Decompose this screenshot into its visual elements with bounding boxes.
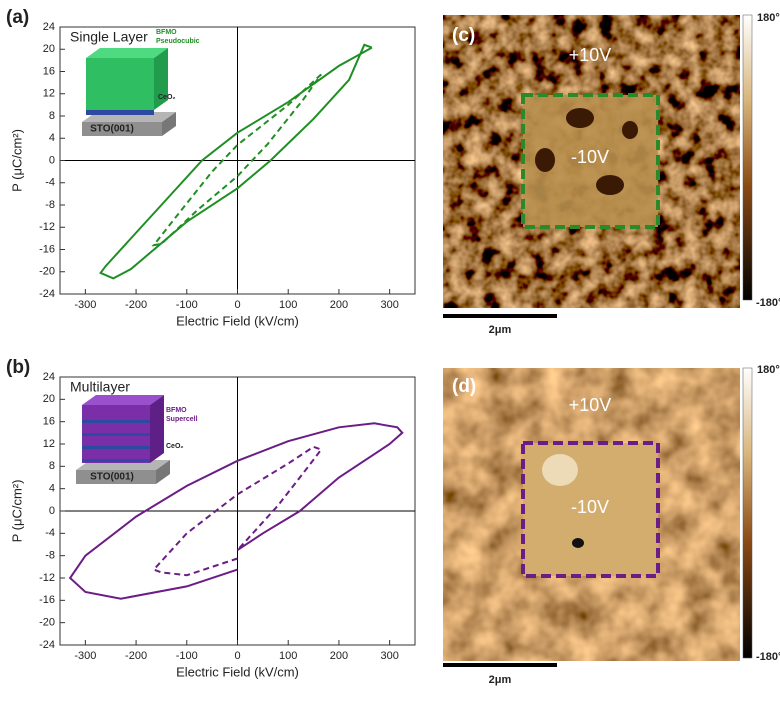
y-tick-label: 8	[49, 460, 55, 472]
x-tick-label: 300	[380, 299, 398, 311]
inset-label: CeO₂	[166, 443, 184, 450]
y-tick-label: -20	[39, 617, 55, 629]
y-tick-label: 4	[49, 483, 55, 495]
inset-label: Pseudocubic	[156, 38, 200, 45]
y-tick-label: -16	[39, 594, 55, 606]
panel-label: (b)	[6, 357, 30, 378]
x-tick-label: 0	[234, 299, 240, 311]
y-tick-label: -12	[39, 572, 55, 584]
y-tick-label: -16	[39, 243, 55, 255]
x-axis-label: Electric Field (kV/cm)	[176, 664, 299, 679]
colorbar-max: 180°	[757, 364, 780, 376]
inset-structure	[82, 48, 176, 136]
y-tick-label: 20	[43, 43, 55, 55]
y-tick-label: 16	[43, 65, 55, 77]
colorbar-min: -180°	[756, 651, 780, 663]
chart-title: Multilayer	[70, 379, 130, 395]
x-tick-label: -300	[74, 299, 96, 311]
phase-image	[443, 367, 753, 667]
y-axis-label: P (μC/cm²)	[9, 129, 24, 192]
scale-bar-label: 2μm	[489, 674, 512, 686]
y-tick-label: 0	[49, 154, 55, 166]
inset-label: CeO₂	[158, 94, 176, 101]
y-tick-label: 20	[43, 393, 55, 405]
image-label: +10V	[569, 45, 612, 65]
y-tick-label: 24	[43, 21, 55, 33]
image-label: -10V	[571, 147, 609, 167]
x-tick-label: 200	[330, 650, 348, 662]
x-tick-label: 0	[234, 650, 240, 662]
colorbar-max: 180°	[757, 12, 780, 24]
y-tick-label: 12	[43, 438, 55, 450]
x-tick-label: 300	[380, 650, 398, 662]
y-tick-label: 0	[49, 505, 55, 517]
x-tick-label: -100	[176, 299, 198, 311]
chart-title: Single Layer	[70, 29, 148, 45]
panel-label: (c)	[452, 25, 475, 46]
panel-label: (d)	[452, 376, 476, 397]
x-tick-label: -200	[125, 299, 147, 311]
y-tick-label: 8	[49, 110, 55, 122]
x-tick-label: -200	[125, 650, 147, 662]
x-tick-label: -300	[74, 650, 96, 662]
y-tick-label: 12	[43, 88, 55, 100]
colorbar-min: -180°	[756, 297, 780, 309]
loop-line	[151, 73, 323, 247]
x-tick-label: 100	[279, 650, 297, 662]
y-tick-label: -8	[45, 199, 55, 211]
y-tick-label: 4	[49, 132, 55, 144]
x-tick-label: 200	[330, 299, 348, 311]
image-label: +10V	[569, 395, 612, 415]
y-tick-label: 16	[43, 416, 55, 428]
inset-label: Supercell	[166, 416, 198, 423]
loop-line	[68, 422, 404, 600]
phase-image	[443, 14, 753, 318]
inset-label: BFMO	[166, 407, 187, 414]
loop-line	[152, 445, 323, 577]
y-tick-label: -24	[39, 288, 55, 300]
panel-label: (a)	[6, 7, 29, 28]
scale-bar-label: 2μm	[489, 324, 512, 336]
inset-label: STO(001)	[90, 472, 134, 483]
inset-label: BFMO	[156, 29, 177, 36]
loop-line	[99, 43, 373, 280]
y-tick-label: -4	[45, 527, 55, 539]
inset-label: STO(001)	[90, 124, 134, 135]
x-tick-label: 100	[279, 299, 297, 311]
y-tick-label: -24	[39, 639, 55, 651]
y-tick-label: -4	[45, 177, 55, 189]
inset-structure	[76, 395, 170, 484]
y-axis-label: P (μC/cm²)	[9, 480, 24, 543]
y-tick-label: -8	[45, 550, 55, 562]
x-tick-label: -100	[176, 650, 198, 662]
image-label: -10V	[571, 497, 609, 517]
y-tick-label: -20	[39, 266, 55, 278]
y-tick-label: -12	[39, 221, 55, 233]
y-tick-label: 24	[43, 371, 55, 383]
x-axis-label: Electric Field (kV/cm)	[176, 313, 299, 328]
